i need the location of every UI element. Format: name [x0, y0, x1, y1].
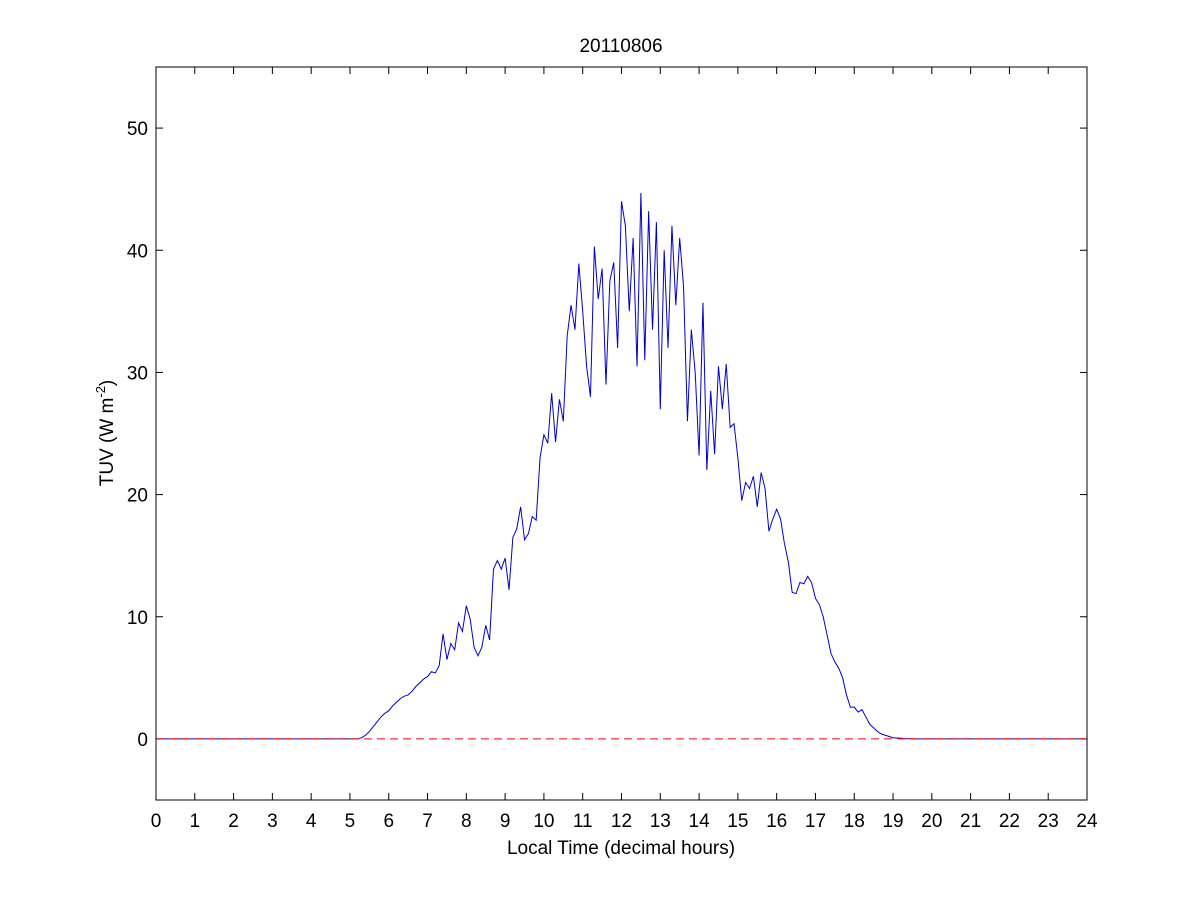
x-tick-label: 19: [882, 811, 903, 832]
y-tick-label: 20: [127, 486, 148, 507]
x-tick-label: 13: [650, 811, 671, 832]
x-tick-label: 20: [921, 811, 942, 832]
x-tick-label: 18: [844, 811, 865, 832]
y-axis-label: TUV (W m-2): [93, 380, 118, 487]
x-tick-label: 11: [573, 811, 593, 832]
x-axis-label: Local Time (decimal hours): [507, 838, 735, 859]
x-tick-label: 16: [766, 811, 787, 832]
x-tick-label: 3: [267, 811, 278, 832]
x-tick-label: 21: [960, 811, 981, 832]
x-tick-label: 12: [611, 811, 632, 832]
x-tick-label: 23: [1038, 811, 1059, 832]
x-tick-label: 9: [500, 811, 511, 832]
x-tick-label: 17: [805, 811, 826, 832]
x-tick-label: 24: [1076, 811, 1098, 832]
x-tick-label: 8: [461, 811, 472, 832]
x-tick-label: 14: [689, 811, 711, 832]
y-tick-label: 50: [127, 119, 148, 140]
x-tick-label: 10: [533, 811, 554, 832]
x-tick-label: 1: [190, 811, 201, 832]
y-tick-label: 40: [127, 241, 148, 262]
x-tick-label: 5: [345, 811, 356, 832]
x-tick-label: 15: [727, 811, 748, 832]
x-tick-label: 0: [151, 811, 162, 832]
x-tick-label: 22: [999, 811, 1020, 832]
y-tick-label: 30: [127, 363, 148, 384]
plot-frame: [155, 66, 1088, 801]
y-tick-label: 0: [137, 730, 148, 751]
x-tick-label: 4: [306, 811, 317, 832]
chart-title: 20110806: [579, 36, 662, 57]
x-tick-label: 2: [228, 811, 239, 832]
line-series: [156, 192, 1087, 740]
x-tick-label: 7: [422, 811, 433, 832]
y-tick-label: 10: [127, 608, 148, 629]
x-tick-label: 6: [383, 811, 394, 832]
